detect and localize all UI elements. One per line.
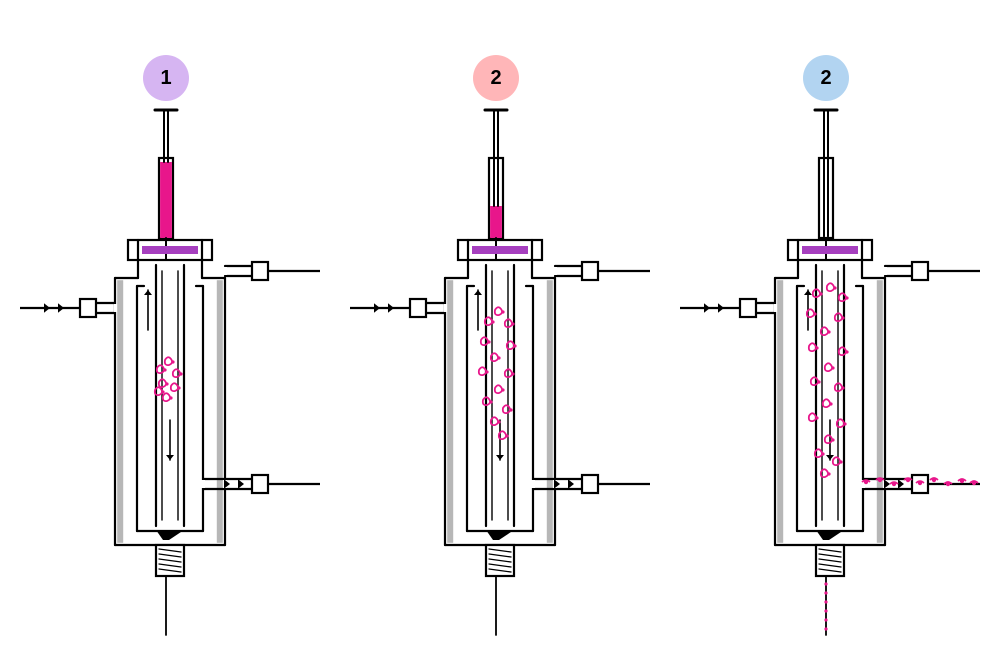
diagram-panel-3: 2: [680, 20, 980, 620]
apparatus-svg-1: [20, 20, 320, 640]
step-badge-3: 2: [803, 55, 849, 101]
step-badge-label: 2: [490, 67, 501, 90]
diagram-canvas: 1 2 2: [0, 0, 993, 658]
step-badge-1: 1: [143, 55, 189, 101]
step-badge-label: 1: [160, 67, 171, 90]
apparatus-svg-2: [350, 20, 650, 640]
step-badge-label: 2: [820, 67, 831, 90]
diagram-panel-2: 2: [350, 20, 650, 620]
diagram-panel-1: 1: [20, 20, 320, 620]
step-badge-2: 2: [473, 55, 519, 101]
apparatus-svg-3: [680, 20, 980, 640]
